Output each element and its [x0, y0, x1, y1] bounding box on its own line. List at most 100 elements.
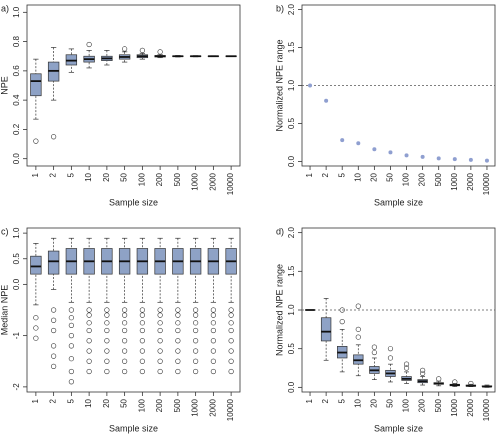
outlier — [193, 368, 199, 375]
outlier — [139, 348, 145, 354]
outlier — [104, 320, 110, 326]
x-tick-label: 100 — [402, 398, 411, 412]
y-tick-label: 0.6 — [12, 65, 21, 77]
point — [308, 83, 313, 88]
outlier — [387, 355, 394, 361]
outlier — [122, 338, 128, 344]
box — [47, 250, 60, 275]
x-tick-label: 500 — [434, 398, 443, 412]
x-tick-label: 2000 — [466, 172, 475, 190]
y-tick-label: 0.2 — [12, 123, 21, 135]
outlier — [210, 368, 216, 375]
x-tick-label: 100 — [137, 172, 146, 186]
outlier — [139, 358, 145, 364]
outlier — [122, 307, 128, 313]
x-tick-label: 200 — [155, 172, 164, 186]
x-tick-label: 100 — [402, 172, 411, 186]
outlier — [139, 47, 145, 53]
x-tick-label: 10 — [84, 398, 93, 407]
y-tick-label: 0.4 — [12, 94, 21, 106]
outlier — [355, 334, 361, 340]
outlier — [51, 343, 57, 349]
x-tick-label: 5 — [66, 398, 75, 403]
x-tick-label: 20 — [369, 172, 378, 181]
y-tick-label: 0.0 — [287, 381, 296, 393]
outlier — [122, 348, 128, 354]
outlier — [193, 312, 199, 318]
y-axis-label: Normalized NPE range — [274, 264, 284, 356]
outlier — [122, 46, 128, 52]
x-tick-label: 1000 — [450, 398, 459, 416]
x-tick-label: 2 — [49, 172, 58, 177]
x-tick-label: 5 — [337, 172, 346, 177]
y-axis-label: Median NPE — [0, 285, 9, 336]
x-axis-label: Sample size — [374, 197, 423, 207]
y-tick-label: 0.5 — [287, 117, 296, 129]
outlier — [51, 353, 57, 359]
x-tick-label: 20 — [369, 398, 378, 407]
outlier — [33, 315, 39, 321]
outlier — [86, 307, 92, 313]
x-tick-label: 10000 — [482, 398, 491, 421]
outlier — [193, 358, 199, 364]
outlier — [175, 327, 181, 334]
outlier — [86, 338, 92, 344]
outlier — [33, 335, 39, 341]
outlier — [157, 348, 163, 354]
x-tick-label: 1 — [31, 398, 40, 403]
outlier — [228, 320, 234, 326]
outlier — [157, 307, 163, 313]
x-tick-label: 10 — [84, 172, 93, 181]
x-tick-label: 10000 — [482, 172, 491, 195]
x-tick-label: 50 — [386, 172, 395, 181]
outlier — [387, 346, 394, 352]
outlier — [157, 312, 163, 318]
x-tick-label: 200 — [155, 398, 164, 412]
outlier — [228, 312, 234, 318]
y-tick-label: 1.0 — [12, 6, 21, 18]
x-tick-label: 2000 — [466, 398, 475, 416]
x-tick-label: 10 — [353, 398, 362, 407]
panel-label: a) — [1, 3, 9, 13]
outlier — [228, 327, 234, 334]
outlier — [86, 320, 92, 326]
outlier — [371, 344, 377, 350]
outlier — [104, 338, 110, 344]
outlier — [193, 320, 199, 326]
outlier — [86, 327, 92, 334]
x-tick-label: 200 — [418, 172, 427, 186]
outlier — [139, 368, 145, 375]
outlier — [139, 320, 145, 326]
outlier — [157, 368, 163, 375]
y-tick-label: 1.5 — [287, 265, 296, 277]
y-tick-label: 0.0 — [12, 153, 21, 165]
point — [324, 98, 329, 103]
x-tick-label: 200 — [418, 398, 427, 412]
point — [452, 157, 457, 162]
panel-label: c) — [1, 226, 9, 236]
outlier — [228, 358, 234, 364]
x-tick-label: 50 — [120, 172, 129, 181]
x-tick-label: 1000 — [191, 398, 200, 416]
outlier — [371, 349, 377, 356]
outlier — [104, 312, 110, 318]
x-tick-label: 2000 — [208, 398, 217, 416]
outlier — [403, 365, 410, 371]
x-axis-label: Sample size — [109, 423, 158, 433]
outlier — [355, 326, 361, 332]
point — [340, 138, 345, 143]
point — [372, 147, 377, 152]
outlier — [68, 322, 74, 328]
y-axis-label: Normalized NPE range — [274, 39, 284, 131]
outlier — [86, 368, 92, 375]
x-tick-label: 5 — [66, 172, 75, 177]
outlier — [210, 312, 216, 318]
outlier — [228, 338, 234, 344]
x-tick-label: 10 — [353, 172, 362, 181]
box — [30, 73, 42, 97]
x-tick-label: 50 — [386, 398, 395, 407]
x-tick-label: 50 — [120, 398, 129, 407]
x-tick-label: 500 — [173, 398, 182, 412]
y-tick-label: 0.8 — [12, 35, 21, 47]
